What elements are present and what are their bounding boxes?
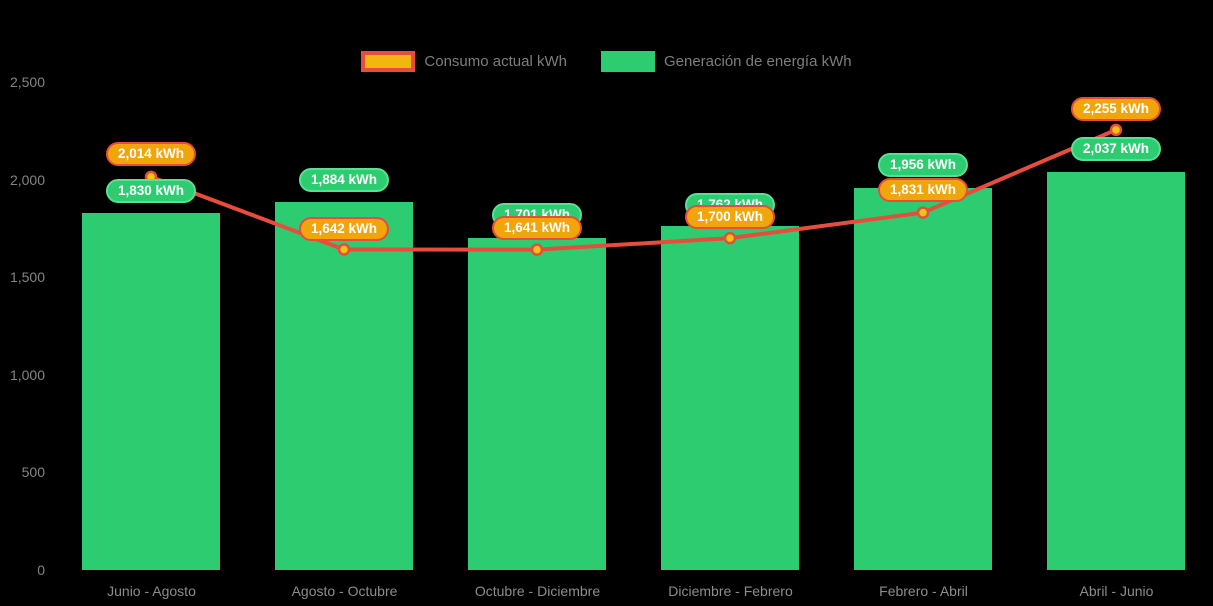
x-axis-category-label: Junio - Agosto: [107, 583, 196, 599]
x-axis-category-label: Agosto - Octubre: [291, 583, 398, 599]
generacion-bar-swatch-icon: [600, 51, 655, 72]
generacion-bar[interactable]: [1047, 172, 1185, 570]
generacion-value-label: 1,956 kWh: [877, 153, 969, 177]
x-axis-category-label: Abril - Junio: [1079, 583, 1154, 599]
generacion-bar[interactable]: [854, 188, 992, 570]
x-axis-category-label: Diciembre - Febrero: [668, 583, 793, 599]
legend-item-consumo[interactable]: Consumo actual kWh: [361, 51, 567, 72]
y-axis-tick-label: 2,500: [9, 74, 45, 90]
consumo-value-label: 1,700 kWh: [684, 205, 776, 229]
x-axis-category-label: Octubre - Diciembre: [474, 583, 601, 599]
y-axis-tick-label: 2,000: [9, 171, 45, 188]
generacion-bar[interactable]: [468, 237, 606, 570]
generacion-bar[interactable]: [661, 226, 799, 570]
legend-label-generacion: Generación de energía kWh: [663, 53, 852, 70]
generacion-bar[interactable]: [82, 212, 220, 570]
legend: Consumo actual kWh Generación de energía…: [0, 51, 1213, 72]
consumo-line-swatch-icon: [361, 51, 416, 72]
generacion-bar[interactable]: [275, 202, 413, 570]
consumo-value-label: 1,642 kWh: [298, 217, 390, 241]
consumo-point-marker[interactable]: [1109, 123, 1123, 137]
y-axis-tick-label: 0: [37, 562, 45, 578]
legend-item-generacion[interactable]: Generación de energía kWh: [600, 51, 852, 72]
y-axis-tick-label: 500: [21, 464, 45, 481]
x-axis-category-label: Febrero - Abril: [879, 583, 968, 599]
generacion-value-label: 1,884 kWh: [298, 168, 390, 192]
consumo-value-label: 1,831 kWh: [877, 178, 969, 202]
consumo-value-label: 2,014 kWh: [105, 142, 197, 166]
generacion-value-label: 2,037 kWh: [1070, 137, 1162, 161]
consumo-value-label: 2,255 kWh: [1070, 97, 1162, 121]
y-axis-tick-label: 1,000: [9, 366, 45, 383]
consumo-value-label: 1,641 kWh: [491, 216, 583, 240]
y-axis-tick-label: 1,500: [9, 269, 45, 286]
legend-label-consumo: Consumo actual kWh: [424, 53, 567, 70]
generacion-value-label: 1,830 kWh: [105, 179, 197, 203]
